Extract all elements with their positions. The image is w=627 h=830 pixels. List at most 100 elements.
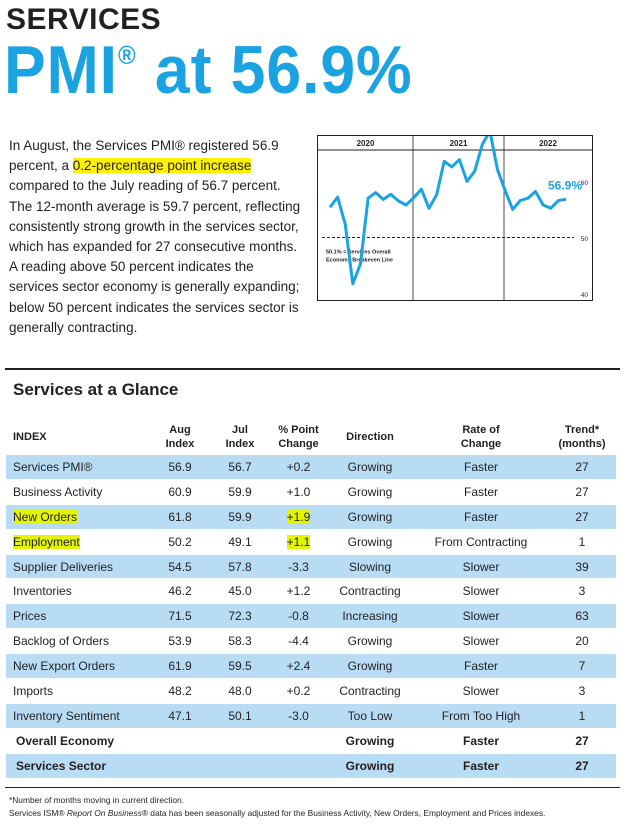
jul-value: 57.8	[228, 559, 252, 574]
cell-rate: Slower	[414, 578, 548, 605]
change-value: +0.2	[286, 683, 311, 698]
col-aug-line2: Index	[165, 438, 195, 450]
trend-value: 20	[575, 634, 589, 649]
col-aug-header: Aug Index	[151, 419, 209, 455]
rate-value: Faster	[463, 484, 498, 499]
trend-value: 27	[575, 733, 589, 748]
cell-jul	[209, 728, 271, 754]
footnote-pre: Services ISM®	[9, 808, 67, 818]
cell-change: -4.4	[271, 628, 326, 655]
jul-value: 58.3	[228, 634, 252, 649]
cell-aug: 60.9	[151, 479, 209, 505]
cell-trend: 1	[548, 529, 616, 555]
direction-value: Growing	[347, 634, 393, 649]
aug-value: 48.2	[168, 683, 192, 698]
table-header-row: INDEX Aug Index Jul Index % Point Change Di…	[6, 419, 616, 455]
rate-value: Faster	[462, 758, 500, 773]
cell-change	[271, 728, 326, 754]
direction-value: Contracting	[339, 683, 401, 698]
cell-change	[271, 753, 326, 779]
cell-rate: Slower	[414, 554, 548, 580]
col-trend-header: Trend* (months)	[548, 419, 616, 455]
cell-index: Inventory Sentiment	[6, 703, 151, 729]
cell-jul: 59.9	[209, 479, 271, 505]
footnote-post: data has been seasonally adjusted for th…	[147, 808, 546, 818]
cell-aug: 47.1	[151, 703, 209, 729]
change-value: +1.2	[286, 584, 311, 599]
cell-index: Employment	[6, 529, 151, 555]
change-value: +1.0	[286, 484, 311, 499]
footnote-trend: *Number of months moving in current dire…	[9, 795, 185, 805]
cell-trend: 1	[548, 703, 616, 729]
col-jul-header: Jul Index	[209, 419, 271, 455]
change-value: +1.9	[286, 509, 311, 524]
footer-divider	[5, 787, 620, 788]
cell-direction: Growing	[326, 628, 414, 655]
cell-index: Imports	[6, 678, 151, 704]
cell-trend: 39	[548, 554, 616, 580]
rate-value: Slower	[462, 609, 500, 624]
col-change-header: % Point Change	[271, 419, 326, 455]
index-value: Overall Economy	[16, 733, 115, 748]
cell-direction: Slowing	[326, 554, 414, 580]
breakeven-label: 50.1% = Services Overall	[326, 249, 391, 255]
change-value: -3.3	[288, 559, 309, 574]
cell-change: +1.0	[271, 479, 326, 505]
trend-value: 27	[575, 484, 589, 499]
cell-jul: 59.5	[209, 653, 271, 680]
trend-value: 3	[578, 584, 586, 599]
trend-value: 1	[578, 534, 586, 549]
table-row: Business Activity 60.9 59.9 +1.0 Growing Fast…	[6, 479, 616, 505]
aug-value: 53.9	[168, 634, 192, 649]
rate-value: Slower	[462, 634, 500, 649]
direction-value: Growing	[347, 509, 393, 524]
cell-change: -3.0	[271, 703, 326, 729]
cell-index: Inventories	[6, 578, 151, 605]
cell-change: +0.2	[271, 455, 326, 480]
cell-rate: Slower	[414, 678, 548, 704]
col-rate-line2: Change	[460, 438, 502, 450]
rate-value: Slower	[462, 584, 500, 599]
registered-mark: ®	[117, 40, 137, 70]
col-rate-header: Rate of Change	[414, 419, 548, 455]
direction-value: Increasing	[342, 609, 398, 624]
cell-jul	[209, 753, 271, 779]
index-value: Imports	[13, 683, 54, 698]
cell-jul: 56.7	[209, 455, 271, 480]
trend-value: 63	[575, 609, 589, 624]
cell-jul: 59.9	[209, 504, 271, 530]
cell-direction: Contracting	[326, 678, 414, 704]
cell-direction: Growing	[326, 728, 414, 754]
index-value: Inventories	[13, 584, 72, 599]
trend-value: 1	[578, 708, 586, 723]
footnote-italic: Report On Business®	[66, 808, 148, 818]
cell-aug: 71.5	[151, 603, 209, 630]
cell-aug: 53.9	[151, 628, 209, 655]
cell-change: +0.2	[271, 678, 326, 704]
table-row: Services Sector Growing Faster 27	[6, 753, 616, 779]
table-row: Employment 50.2 49.1 +1.1 Growing From Contra…	[6, 529, 616, 555]
cell-jul: 48.0	[209, 678, 271, 704]
table-body: Services PMI® 56.9 56.7 +0.2 Growing Faster 27…	[6, 455, 616, 779]
aug-value: 56.9	[168, 459, 192, 474]
aug-value: 46.2	[168, 584, 192, 599]
trend-value: 27	[575, 758, 589, 773]
intro-text-end: compared to the July reading of 56.7 per…	[9, 178, 301, 335]
footnote-adjustment: Services ISM® Report On Business® data h…	[9, 808, 545, 818]
cell-change: +1.2	[271, 578, 326, 605]
trend-value: 7	[578, 659, 586, 674]
direction-value: Growing	[347, 659, 393, 674]
rate-value: From Contracting	[434, 534, 528, 549]
cell-rate: Faster	[414, 504, 548, 530]
index-value: Supplier Deliveries	[13, 559, 114, 574]
direction-value: Growing	[347, 484, 393, 499]
rate-value: Faster	[463, 509, 498, 524]
direction-value: Growing	[345, 733, 395, 748]
cell-aug: 48.2	[151, 678, 209, 704]
year-label: 2020	[357, 139, 375, 148]
cell-rate: From Contracting	[414, 529, 548, 555]
cell-jul: 58.3	[209, 628, 271, 655]
pmi-chart: 2020 2021 2022 40 50 60 50.1% = Services Overa…	[317, 135, 593, 301]
table-row: Inventories 46.2 45.0 +1.2 Contracting Slower…	[6, 578, 616, 605]
cell-aug: 50.2	[151, 529, 209, 555]
